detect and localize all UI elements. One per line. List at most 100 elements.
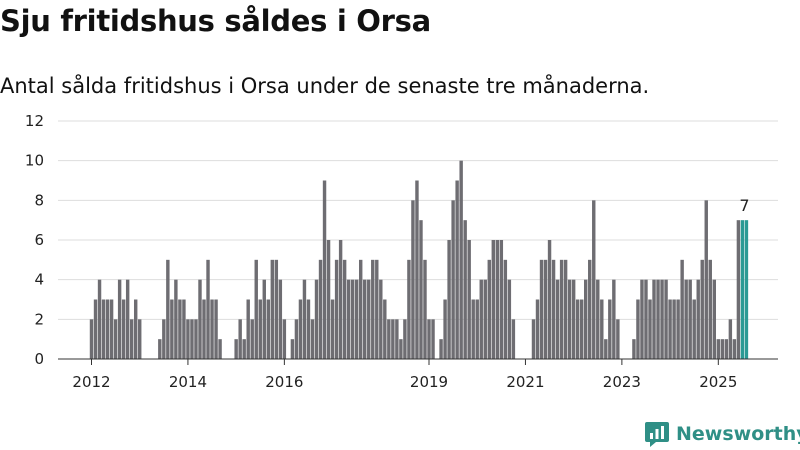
bar bbox=[640, 279, 644, 359]
bar bbox=[495, 240, 500, 359]
bar bbox=[407, 259, 411, 359]
bar bbox=[210, 299, 214, 359]
bar bbox=[302, 279, 307, 359]
bar bbox=[250, 319, 254, 359]
bar bbox=[575, 299, 580, 359]
bar bbox=[162, 319, 166, 359]
bar-highlight bbox=[740, 220, 745, 359]
bar bbox=[684, 279, 688, 359]
bar bbox=[105, 299, 110, 359]
y-tick-label: 10 bbox=[25, 152, 44, 170]
brand-name: Newsworthy bbox=[676, 423, 800, 445]
bar bbox=[138, 319, 142, 359]
bar bbox=[704, 200, 708, 359]
bar bbox=[158, 339, 162, 359]
bar bbox=[443, 299, 447, 359]
bar bbox=[354, 279, 359, 359]
bar bbox=[125, 279, 130, 359]
bar bbox=[688, 279, 692, 359]
bar bbox=[258, 299, 262, 359]
bar bbox=[322, 180, 327, 359]
bar bbox=[555, 279, 560, 359]
bar bbox=[431, 319, 435, 359]
bar bbox=[411, 200, 415, 359]
y-tick-label: 2 bbox=[34, 310, 44, 328]
bar bbox=[543, 259, 548, 359]
bar bbox=[89, 319, 94, 359]
bar bbox=[121, 299, 126, 359]
bar bbox=[399, 339, 403, 359]
bar bbox=[359, 259, 363, 359]
x-tick-label: 2019 bbox=[410, 373, 448, 391]
bar bbox=[608, 299, 612, 359]
bar bbox=[178, 299, 182, 359]
bar-highlight bbox=[744, 220, 749, 359]
bar bbox=[547, 240, 552, 359]
bar bbox=[282, 319, 287, 359]
y-tick-label: 8 bbox=[34, 191, 44, 209]
x-tick-label: 2016 bbox=[265, 373, 303, 391]
bar bbox=[387, 319, 391, 359]
bar bbox=[559, 259, 564, 359]
bar bbox=[716, 339, 721, 359]
bar bbox=[234, 339, 238, 359]
bar bbox=[109, 299, 114, 359]
bar bbox=[455, 180, 459, 359]
bar bbox=[732, 339, 737, 359]
chart-title: Sju fritidshus såldes i Orsa bbox=[0, 4, 431, 38]
bar bbox=[447, 240, 451, 359]
bar bbox=[214, 299, 218, 359]
bar bbox=[198, 279, 202, 359]
bar bbox=[588, 259, 592, 359]
x-tick-label: 2014 bbox=[169, 373, 207, 391]
bar bbox=[491, 240, 496, 359]
bar bbox=[342, 259, 347, 359]
bar bbox=[487, 259, 491, 359]
bar bbox=[350, 279, 355, 359]
bar bbox=[395, 319, 399, 359]
bars bbox=[89, 160, 749, 359]
bar bbox=[93, 299, 98, 359]
bar bbox=[194, 319, 198, 359]
bar bbox=[499, 240, 504, 359]
bar bbox=[182, 299, 186, 359]
bar bbox=[644, 279, 648, 359]
bar bbox=[507, 279, 512, 359]
bar bbox=[483, 279, 487, 359]
bar bbox=[612, 279, 616, 359]
bar bbox=[479, 279, 483, 359]
bar bbox=[451, 200, 455, 359]
bar bbox=[579, 299, 584, 359]
chart-subtitle: Antal sålda fritidshus i Orsa under de s… bbox=[0, 74, 650, 98]
bar bbox=[326, 240, 331, 359]
bar bbox=[218, 339, 222, 359]
bar bbox=[656, 279, 660, 359]
bar bbox=[266, 299, 270, 359]
bar bbox=[660, 279, 664, 359]
bar bbox=[170, 299, 174, 359]
bar bbox=[166, 259, 170, 359]
bar bbox=[535, 299, 540, 359]
bar bbox=[117, 279, 122, 359]
bar bbox=[423, 259, 427, 359]
bar bbox=[346, 279, 351, 359]
x-tick-label: 2012 bbox=[72, 373, 110, 391]
y-tick-label: 0 bbox=[34, 350, 44, 368]
bar bbox=[616, 319, 620, 359]
bar bbox=[604, 339, 608, 359]
bar bbox=[174, 279, 178, 359]
bar bbox=[367, 279, 371, 359]
bar bbox=[242, 339, 246, 359]
labels: 7 bbox=[739, 196, 749, 215]
x-tick-label: 2021 bbox=[506, 373, 544, 391]
bar bbox=[668, 299, 672, 359]
bar bbox=[728, 319, 733, 359]
x-axis: 2012 2014 2016 2019 2021 2023 2025 bbox=[58, 358, 778, 391]
bar bbox=[652, 279, 656, 359]
bar bbox=[632, 339, 636, 359]
bar bbox=[383, 299, 387, 359]
bar bbox=[467, 240, 471, 359]
bar bbox=[419, 220, 423, 359]
bar bbox=[475, 299, 479, 359]
bar bbox=[262, 279, 266, 359]
